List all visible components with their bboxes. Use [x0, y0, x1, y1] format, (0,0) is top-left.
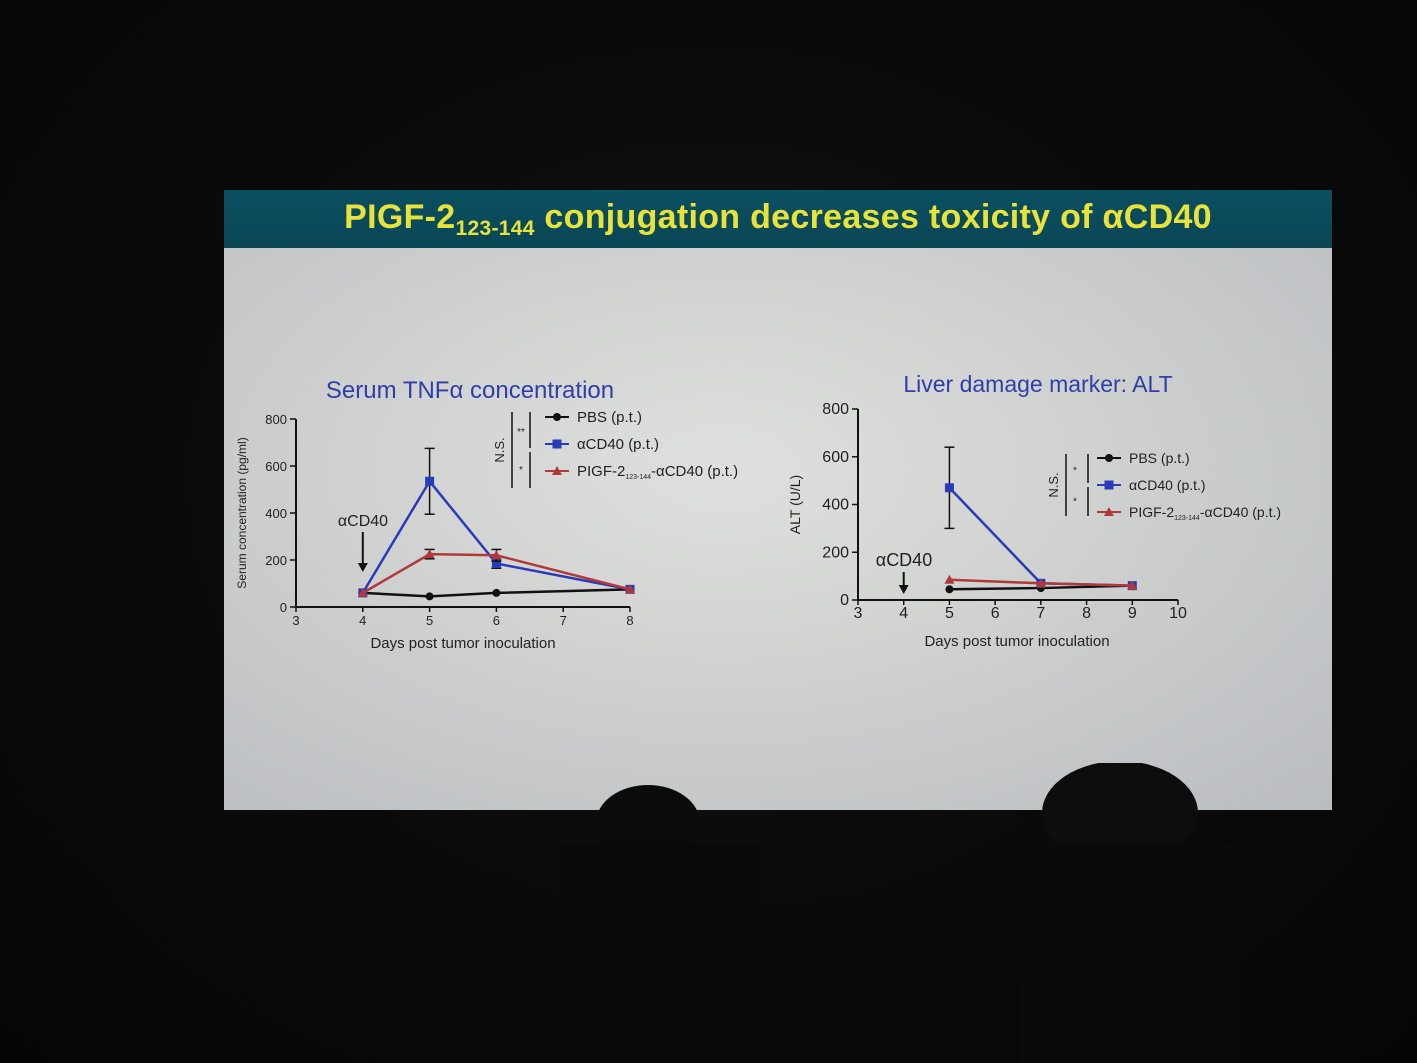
- chart1-x-tick-label: 4: [359, 613, 366, 628]
- chart1-data-point: [424, 549, 435, 559]
- chart2-x-tick-label: 4: [899, 605, 908, 622]
- chart1-y-axis-label: Serum concentration (pg/ml): [235, 437, 249, 588]
- presentation-slide: PIGF-2123-144 conjugation decreases toxi…: [224, 190, 1332, 810]
- chart2-x-tick-label: 10: [1169, 605, 1187, 622]
- chart2-y-axis-label: ALT (U/L): [787, 475, 803, 534]
- chart2-data-point: [1035, 578, 1046, 588]
- slide-title: PIGF-2123-144 conjugation decreases toxi…: [344, 198, 1212, 241]
- chart1-data-point: [425, 592, 434, 601]
- chart2-legend-entry-2: αCD40 (p.t.): [1129, 477, 1206, 493]
- slide-title-bar: PIGF-2123-144 conjugation decreases toxi…: [224, 190, 1332, 248]
- chart2-x-axis-label: Days post tumor inoculation: [924, 633, 1109, 650]
- chart2-data-point: [944, 574, 955, 584]
- chart1-annotation-label: αCD40: [338, 513, 388, 530]
- chart2-annotation-label: αCD40: [876, 550, 932, 570]
- chart1-data-point: [491, 550, 502, 560]
- slide-title-subscript: 123-144: [455, 216, 535, 240]
- chart1-y-tick-label: 800: [265, 412, 287, 427]
- chart1-series-line-3: [362, 552, 631, 594]
- chart1-annotation-arrow-head: [357, 563, 368, 572]
- chart1-series-line-1: [362, 588, 631, 598]
- chart1-x-axis-label: Days post tumor inoculation: [370, 635, 555, 652]
- chart2-significance-ns: N.S.: [1046, 472, 1061, 497]
- chart2-x-tick-label: 3: [854, 605, 863, 622]
- chart2-data-point: [945, 585, 954, 594]
- chart1-data-point: [492, 588, 501, 597]
- chart1-legend-marker: [552, 466, 562, 475]
- chart2-annotation-arrow-head: [898, 585, 909, 594]
- chart1-y-tick-label: 600: [265, 459, 287, 474]
- chart2-significance-bottom: *: [1073, 497, 1077, 508]
- chart2-y-tick-label: 400: [822, 497, 849, 514]
- chart1-series-line-2: [361, 479, 631, 594]
- chart2-y-tick-label: 0: [840, 592, 849, 609]
- chart1-data-point: [491, 559, 501, 569]
- chart1-y-tick-label: 200: [265, 553, 287, 568]
- chart2-series-line-2: [948, 486, 1133, 587]
- chart1-x-tick-label: 7: [560, 613, 567, 628]
- chart1-significance-bottom: *: [519, 465, 523, 476]
- chart2-y-tick-label: 800: [822, 401, 849, 418]
- chart1-significance-top: **: [517, 427, 525, 438]
- chart2-data-point: [1127, 580, 1138, 590]
- chart2-legend-entry-3: PIGF-2123-144-αCD40 (p.t.): [1129, 504, 1281, 522]
- slide-title-rest: conjugation decreases toxicity of αCD40: [534, 197, 1212, 236]
- chart1-x-tick-label: 3: [292, 613, 299, 628]
- chart2-legend-marker: [1104, 507, 1114, 516]
- chart1-y-tick-label: 0: [280, 600, 287, 615]
- chart2-y-tick-label: 600: [822, 449, 849, 466]
- chart2-significance-top: *: [1073, 466, 1077, 477]
- chart1-x-tick-label: 8: [626, 613, 633, 628]
- chart1-data-point: [625, 584, 635, 594]
- chart2-y-tick-label: 200: [822, 544, 849, 561]
- chart2-data-point: [944, 483, 954, 493]
- chart1-legend-entry-2: αCD40 (p.t.): [577, 436, 659, 453]
- chart2-legend-marker: [1104, 480, 1114, 490]
- chart1-y-tick-label: 400: [265, 506, 287, 521]
- chart2-legend-marker: [1105, 454, 1113, 462]
- slide-title-main: PIGF-2: [344, 197, 456, 236]
- chart1-data-point: [357, 587, 368, 597]
- chart1-legend-marker: [552, 439, 562, 449]
- chart1-significance-ns: N.S.: [492, 437, 507, 462]
- chart1-legend-entry-3: PIGF-2123-144-αCD40 (p.t.): [577, 463, 738, 481]
- chart1-legend-entry-1: PBS (p.t.): [577, 409, 642, 426]
- chart1-x-tick-label: 6: [493, 613, 500, 628]
- chart1-x-tick-label: 5: [426, 613, 433, 628]
- chart2-title: Liver damage marker: ALT: [903, 371, 1172, 397]
- chart2-x-tick-label: 8: [1082, 605, 1091, 622]
- chart2-x-tick-label: 9: [1128, 605, 1137, 622]
- chart2-x-tick-label: 5: [945, 605, 954, 622]
- chart1-data-point: [425, 476, 435, 486]
- chart1-title: Serum TNFα concentration: [326, 377, 614, 404]
- chart2-x-tick-label: 7: [1036, 605, 1045, 622]
- chart2-x-tick-label: 6: [991, 605, 1000, 622]
- chart2-legend-entry-1: PBS (p.t.): [1129, 450, 1190, 466]
- chart1-legend-marker: [553, 413, 561, 421]
